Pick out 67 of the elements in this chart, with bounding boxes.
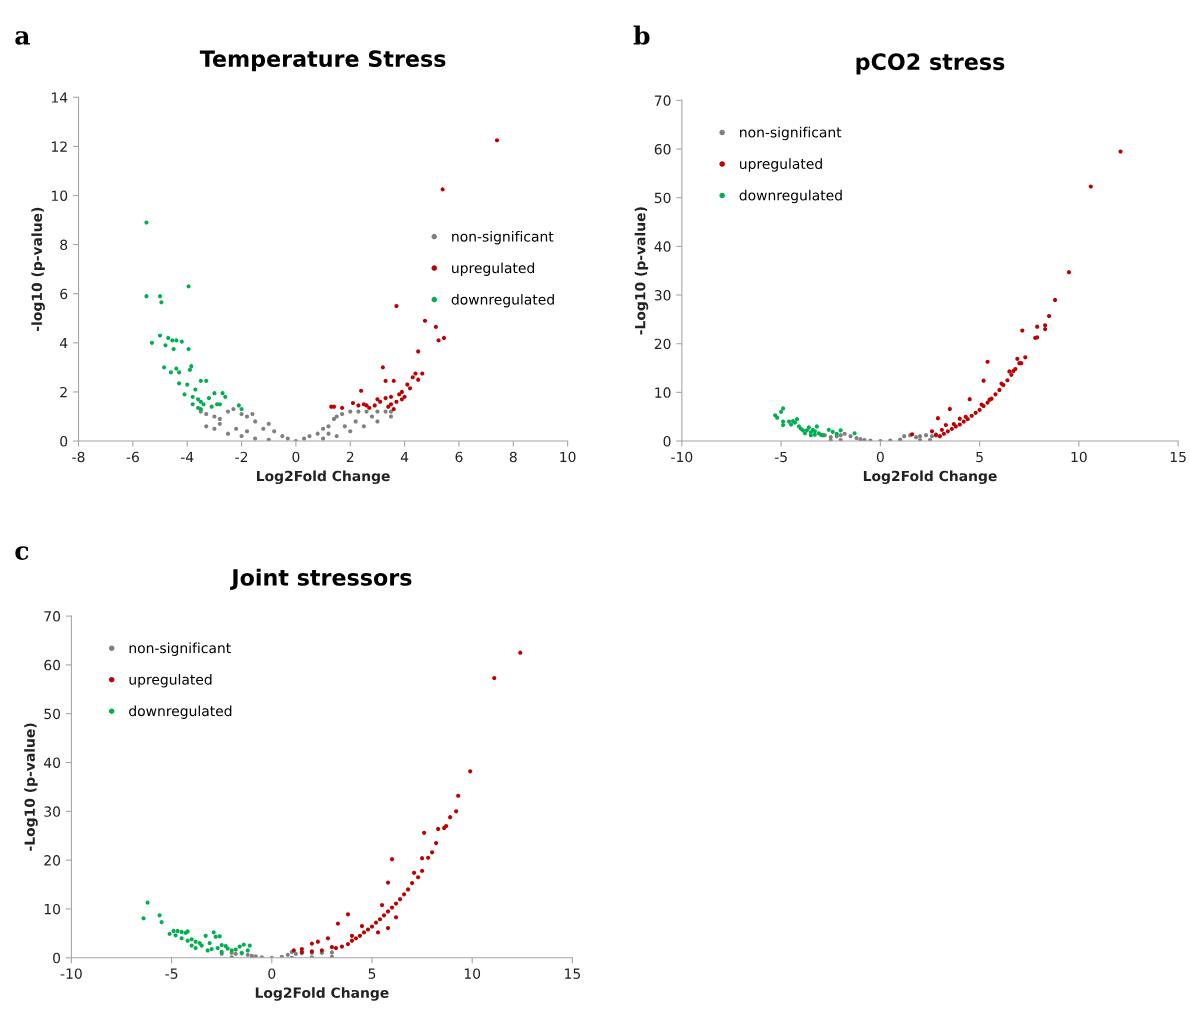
x-tick-label: 0 [876, 451, 884, 463]
x-tick-label: 5 [368, 968, 376, 979]
y-tick-label: 70 [44, 611, 61, 622]
x-tick-label: 15 [565, 968, 581, 979]
y-tick-label: 20 [44, 855, 61, 866]
x-tick-label: -5 [165, 968, 178, 979]
legend-label: upregulated [739, 158, 822, 172]
legend-label: downregulated [739, 189, 842, 204]
x-axis-title: Log2Fold Change [863, 470, 997, 485]
y-tick-label: 10 [655, 387, 671, 398]
y-tick-label: 0 [60, 436, 68, 447]
y-tick-label: 14 [51, 92, 68, 103]
legend-label: non-significant [129, 642, 231, 656]
x-tick-label: -4 [180, 451, 194, 463]
x-tick-label: 0 [268, 968, 276, 979]
x-tick-label: 4 [400, 451, 409, 463]
x-axis-title: Log2Fold Change [257, 470, 390, 485]
legend-label: downregulated [451, 293, 554, 308]
x-tick-label: -5 [774, 451, 787, 463]
y-tick-label: 0 [53, 952, 61, 964]
y-tick-label: 2 [60, 386, 67, 398]
y-tick-label: 20 [654, 338, 671, 350]
text: c [15, 546, 29, 560]
y-tick-label: 40 [654, 241, 671, 252]
y-tick-label: 60 [44, 659, 61, 671]
y-tick-label: 50 [44, 708, 61, 720]
x-tick-label: -10 [671, 451, 693, 463]
legend-label: upregulated [129, 673, 212, 688]
y-tick-label: 40 [43, 757, 61, 768]
y-axis-title: -Log10 (p-value) [24, 723, 38, 851]
y-axis-title: -Log10 (p-value) [634, 207, 649, 335]
y-tick-label: 50 [654, 192, 671, 204]
legend-label: non-significant [740, 126, 842, 141]
x-tick-label: 15 [1170, 451, 1186, 463]
x-tick-label: 10 [464, 968, 481, 979]
y-tick-label: 10 [44, 903, 61, 915]
y-tick-label: 10 [51, 190, 68, 201]
legend-label: upregulated [452, 262, 535, 276]
y-tick-label: 8 [60, 239, 68, 251]
x-tick-label: 2 [346, 451, 354, 463]
x-tick-label: 6 [455, 451, 463, 463]
y-tick-label: 6 [60, 288, 68, 300]
x-tick-label: 5 [976, 451, 983, 463]
legend-label: downregulated [129, 705, 232, 719]
text: b [633, 25, 650, 45]
y-tick-label: 12 [51, 141, 67, 152]
y-tick-label: 0 [663, 436, 671, 447]
chart-title: pCO2 stress [856, 53, 1005, 75]
chart-title: Temperature Stress [199, 50, 446, 72]
x-tick-label: 10 [560, 451, 576, 463]
y-tick-label: 70 [654, 95, 671, 106]
x-tick-label: -6 [126, 451, 139, 463]
y-tick-label: 30 [44, 806, 61, 817]
y-tick-label: 4 [59, 337, 68, 349]
text: a [15, 31, 30, 45]
x-tick-label: 0 [292, 451, 300, 463]
y-tick-label: 30 [654, 290, 671, 301]
x-tick-label: -2 [235, 451, 248, 463]
x-tick-label: 8 [509, 451, 517, 463]
y-tick-label: 60 [654, 144, 671, 155]
legend-label: non-significant [452, 230, 554, 245]
x-tick-label: -10 [60, 968, 82, 979]
x-tick-label: 10 [1071, 451, 1087, 463]
y-axis-title: -log10 (p-value) [31, 207, 45, 331]
x-axis-title: Log2Fold Change [255, 987, 389, 1001]
chart-title: Joint stressors [230, 568, 412, 590]
x-tick-label: -8 [72, 451, 85, 463]
